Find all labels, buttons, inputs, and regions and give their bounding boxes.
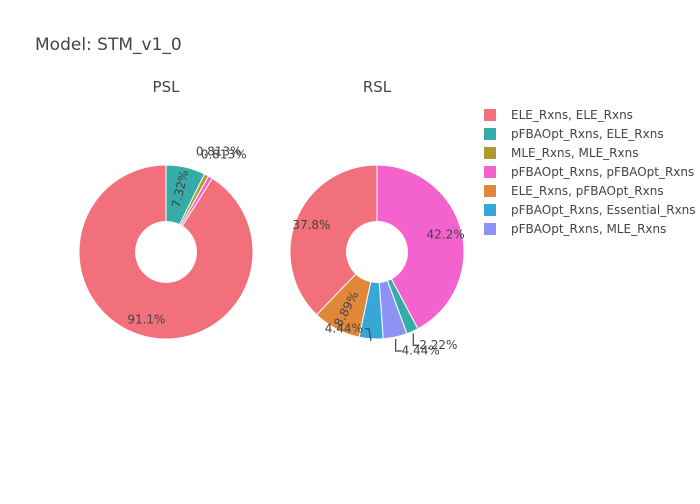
legend-item-6[interactable]: pFBAOpt_Rxns, MLE_Rxns [484, 219, 696, 238]
legend-swatch [484, 108, 496, 121]
legend-label: pFBAOpt_Rxns, Essential_Rxns [511, 202, 696, 217]
pie-title-psl: PSL [153, 78, 181, 96]
slice-label-rsl-0: 42.2% [427, 227, 465, 241]
legend-swatch [484, 222, 496, 235]
slice-label-psl-2: 0.813% [201, 147, 247, 161]
legend-item-2[interactable]: MLE_Rxns, MLE_Rxns [484, 143, 696, 162]
legend-label: ELE_Rxns, ELE_Rxns [511, 107, 633, 122]
pie-title-rsl: RSL [363, 78, 392, 96]
leader-line-rsl-3 [364, 328, 372, 341]
legend-label: ELE_Rxns, pFBAOpt_Rxns [511, 183, 664, 198]
pie-slice-rsl-5[interactable] [289, 164, 378, 316]
legend-swatch [484, 127, 496, 140]
legend-item-3[interactable]: pFBAOpt_Rxns, pFBAOpt_Rxns [484, 162, 696, 181]
leader-line-rsl-1 [412, 333, 420, 346]
legend-item-1[interactable]: pFBAOpt_Rxns, ELE_Rxns [484, 124, 696, 143]
pie-slice-psl-3[interactable] [78, 164, 254, 340]
legend-label: pFBAOpt_Rxns, ELE_Rxns [511, 126, 664, 141]
legend-swatch [484, 184, 496, 197]
slice-label-rsl-5: 37.8% [292, 218, 330, 232]
legend-swatch [484, 146, 496, 159]
legend-label: MLE_Rxns, MLE_Rxns [511, 145, 639, 160]
legend-item-5[interactable]: pFBAOpt_Rxns, Essential_Rxns [484, 200, 696, 219]
pie-slice-rsl-0[interactable] [376, 164, 465, 330]
legend-label: pFBAOpt_Rxns, pFBAOpt_Rxns [511, 164, 695, 179]
legend-swatch [484, 165, 496, 178]
legend-label: pFBAOpt_Rxns, MLE_Rxns [511, 221, 667, 236]
legend-item-0[interactable]: ELE_Rxns, ELE_Rxns [484, 105, 696, 124]
slice-label-rsl-3: 4.44% [325, 321, 363, 335]
slice-label-psl-1: 0.813% [196, 145, 242, 159]
slice-label-rsl-1: 2.22% [419, 338, 457, 352]
leader-line-rsl-2 [395, 339, 402, 352]
legend-item-4[interactable]: ELE_Rxns, pFBAOpt_Rxns [484, 181, 696, 200]
legend: ELE_Rxns, ELE_Rxns pFBAOpt_Rxns, ELE_Rxns… [484, 105, 696, 238]
chart-title: Model: STM_v1_0 [35, 35, 182, 55]
legend-swatch [484, 203, 496, 216]
slice-label-rsl-2: 4.44% [402, 344, 440, 358]
slice-label-psl-3: 91.1% [127, 312, 165, 326]
